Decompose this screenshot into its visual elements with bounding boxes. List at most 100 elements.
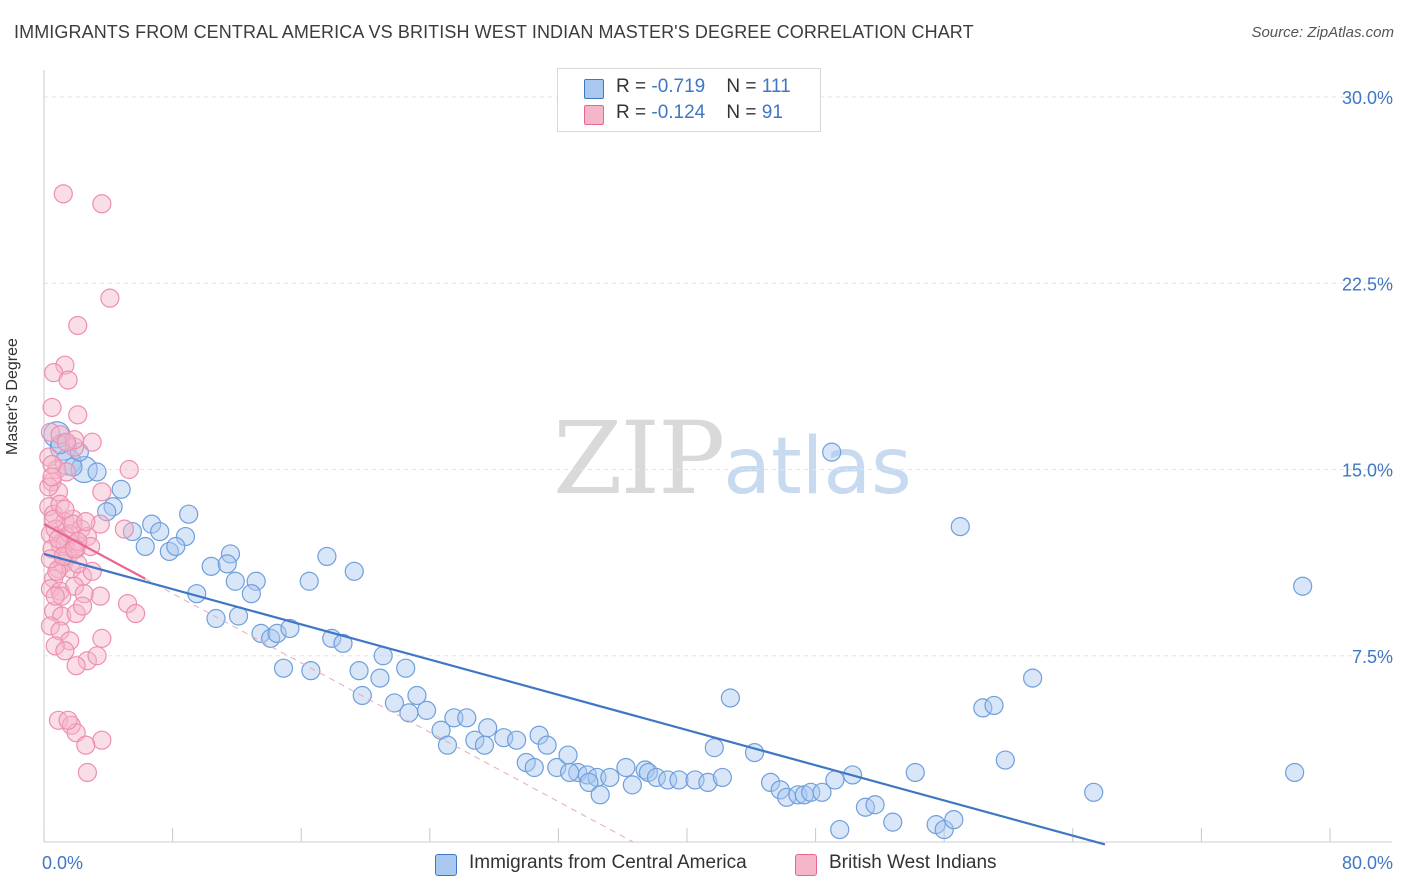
point-central-america (122, 521, 143, 542)
point-central-america (206, 608, 226, 629)
point-british-west-indians (100, 288, 120, 308)
x-tick-label: 0.0% (42, 853, 83, 873)
point-central-america (635, 760, 655, 780)
point-central-america (97, 502, 117, 522)
point-british-west-indians (117, 593, 138, 614)
source-label: Source: ZipAtlas.com (1251, 24, 1394, 41)
point-central-america (973, 698, 993, 718)
point-central-america (384, 693, 405, 713)
point-british-west-indians (40, 616, 61, 636)
point-british-west-indians (56, 432, 77, 452)
point-central-america (299, 571, 319, 591)
legend-n-label: N = (726, 76, 762, 97)
point-central-america (333, 633, 353, 653)
point-central-america (537, 735, 557, 755)
point-british-west-indians (45, 636, 65, 656)
point-central-america (547, 757, 567, 778)
point-central-america (457, 708, 477, 728)
point-central-america (103, 497, 123, 517)
chart-title: IMMIGRANTS FROM CENTRAL AMERICA VS BRITI… (14, 22, 974, 42)
point-central-america (241, 584, 261, 604)
point-central-america (698, 772, 718, 793)
point-central-america (1084, 782, 1104, 802)
point-central-america (590, 785, 610, 805)
point-central-america (175, 526, 196, 547)
point-central-america (1285, 762, 1305, 783)
point-central-america (273, 658, 294, 678)
point-british-west-indians (68, 315, 88, 336)
point-central-america (301, 661, 321, 681)
point-central-america (529, 725, 549, 745)
point-central-america (478, 718, 498, 738)
legend-r-value: -0.124 (651, 102, 706, 123)
point-british-west-indians (119, 459, 139, 480)
legend-label: British West Indians (829, 852, 997, 873)
point-central-america (524, 757, 544, 778)
point-central-america (865, 795, 885, 815)
point-central-america (267, 623, 287, 644)
point-british-west-indians (42, 467, 62, 487)
point-central-america (770, 780, 790, 800)
point-central-america (560, 762, 580, 783)
watermark-atlas: atlas (723, 422, 912, 512)
legend-n-label: N = (726, 102, 762, 123)
y-axis-label: Master's Degree (4, 338, 21, 455)
point-central-america (944, 810, 964, 830)
legend-label: Immigrants from Central America (469, 852, 747, 873)
point-british-west-indians (114, 519, 134, 539)
point-central-america (344, 561, 364, 581)
x-tick-label: 80.0% (1342, 853, 1393, 873)
point-central-america (558, 745, 578, 765)
point-british-west-indians (55, 355, 75, 375)
point-central-america (111, 479, 131, 499)
point-central-america (658, 770, 678, 790)
point-british-west-indians (58, 370, 78, 390)
point-british-west-indians (64, 576, 85, 596)
point-central-america (720, 688, 741, 708)
point-british-west-indians (55, 499, 75, 519)
point-british-west-indians (53, 184, 73, 204)
point-central-america (1023, 668, 1043, 688)
point-central-america (825, 770, 845, 790)
y-tick-label: 15.0% (1342, 461, 1393, 481)
legend-r-label: R = (616, 102, 652, 123)
point-central-america (407, 685, 427, 706)
point-central-america (370, 668, 390, 688)
point-british-west-indians (66, 656, 86, 676)
point-central-america (150, 521, 170, 542)
point-central-america (396, 658, 416, 678)
point-british-west-indians (126, 603, 146, 624)
point-british-west-indians (90, 514, 110, 534)
point-central-america (246, 571, 266, 591)
point-british-west-indians (92, 194, 112, 214)
point-british-west-indians (64, 430, 85, 450)
point-british-west-indians (90, 586, 110, 606)
point-central-america (416, 700, 437, 720)
point-british-west-indians (72, 596, 93, 616)
point-british-west-indians (92, 628, 112, 648)
legend-n-value: 91 (761, 102, 783, 123)
point-british-west-indians (76, 735, 96, 755)
y-tick-label: 22.5% (1342, 274, 1393, 294)
point-central-america (712, 767, 732, 788)
point-central-america (399, 703, 419, 723)
point-british-west-indians (42, 397, 62, 418)
point-central-america (225, 571, 245, 591)
point-central-america (142, 514, 162, 534)
point-central-america (830, 819, 850, 840)
point-central-america (622, 775, 642, 795)
point-british-west-indians (92, 482, 112, 502)
point-central-america (70, 455, 98, 484)
legend-n-value: 111 (761, 76, 791, 97)
trend-line-british-west-indians (43, 523, 146, 580)
point-british-west-indians (77, 762, 98, 783)
y-tick-label: 7.5% (1352, 647, 1393, 667)
point-central-america (349, 661, 369, 681)
correlation-legend: R = -0.719 N = 111 R = -0.124 N = 91 (557, 68, 821, 132)
point-central-america (646, 767, 667, 788)
point-british-west-indians (76, 512, 96, 532)
point-central-america (179, 504, 199, 524)
point-british-west-indians (50, 425, 70, 445)
point-central-america (159, 541, 179, 562)
point-british-west-indians (60, 631, 80, 651)
